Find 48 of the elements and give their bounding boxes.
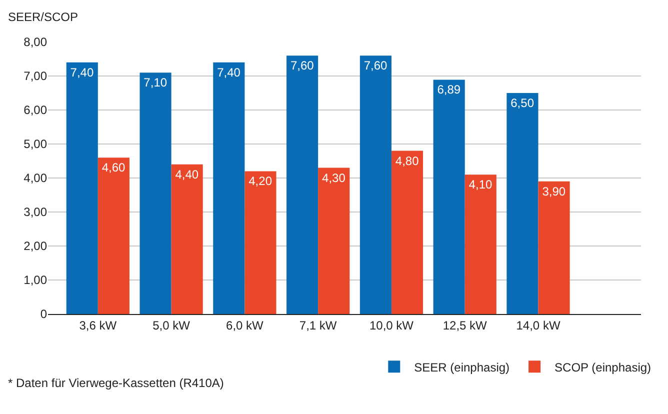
x-tick-label: 7,1 kW [299, 318, 338, 332]
y-tick-label: 2,00 [24, 239, 48, 254]
bar [318, 168, 350, 314]
y-tick-label: 6,00 [24, 103, 48, 118]
data-label: 4,10 [468, 178, 492, 192]
x-tick-label: 6,0 kW [226, 318, 264, 332]
data-label: 7,10 [144, 76, 168, 90]
legend-label: SEER (einphasig) [414, 360, 510, 374]
bar [360, 56, 392, 314]
y-axis-title: SEER/SCOP [8, 10, 78, 24]
y-tick-label: 1,00 [24, 273, 48, 288]
y-tick-label: 4,00 [24, 171, 48, 186]
x-tick-label: 5,0 kW [152, 318, 191, 332]
data-label: 4,60 [102, 160, 126, 175]
data-label: 6,50 [510, 96, 534, 110]
x-tick-label: 12,5 kW [442, 318, 488, 332]
x-tick-label: 3,6 kW [79, 318, 118, 332]
y-tick-label: 7,00 [24, 69, 48, 84]
data-label: 7,40 [217, 65, 241, 80]
data-label: 4,40 [175, 167, 199, 182]
bar [464, 174, 496, 314]
data-label: 3,90 [542, 184, 566, 198]
x-tick-label: 14,0 kW [516, 318, 561, 332]
y-tick-label: 0 [40, 307, 48, 322]
bar [171, 164, 203, 314]
data-label: 7,60 [364, 58, 388, 73]
bar [213, 62, 245, 314]
x-tick-label: 10,0 kW [369, 318, 414, 332]
data-label: 7,60 [290, 58, 314, 73]
data-label: 4,20 [248, 174, 272, 188]
bar [66, 62, 98, 314]
bar [286, 56, 318, 314]
data-label: 4,30 [322, 170, 346, 185]
bar [140, 72, 172, 314]
bar [538, 181, 570, 314]
data-label: 6,89 [437, 82, 461, 97]
y-tick-label: 5,00 [24, 137, 48, 152]
data-label: 7,40 [70, 65, 94, 80]
legend-label: SCOP (einphasig) [554, 360, 652, 374]
text: * Daten für Vierwege-Kassetten (R410A) [8, 376, 224, 390]
bar [433, 80, 465, 314]
bar [98, 158, 130, 314]
bar [391, 150, 424, 314]
data-label: 4,80 [395, 154, 420, 168]
bar [506, 93, 538, 314]
y-tick-label: 8,00 [24, 35, 48, 50]
bar [244, 171, 276, 314]
y-tick-label: 3,00 [24, 205, 48, 220]
